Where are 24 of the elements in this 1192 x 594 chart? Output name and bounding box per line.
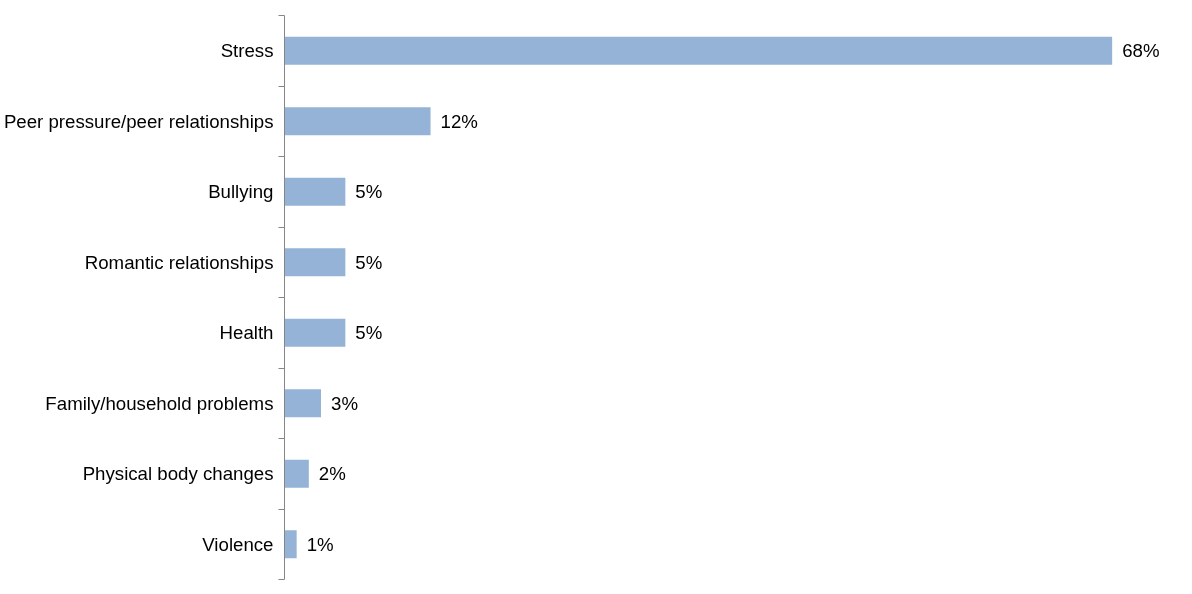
data-label: 1% <box>306 533 334 555</box>
y-tick-label: Violence <box>202 533 274 555</box>
bar <box>284 177 346 206</box>
data-label: 5% <box>355 322 383 344</box>
y-tick-label: Family/household problems <box>45 392 274 414</box>
bar <box>284 107 431 136</box>
data-label: 3% <box>331 392 358 414</box>
data-label: 68% <box>1122 40 1160 62</box>
y-tick-label: Bullying <box>208 181 274 203</box>
data-label: 2% <box>318 463 346 485</box>
bar <box>284 530 297 559</box>
bar <box>284 318 346 347</box>
data-label: 5% <box>355 181 383 203</box>
data-label: 12% <box>440 110 478 132</box>
y-tick-label: Physical body changes <box>82 463 274 485</box>
bar <box>284 389 322 418</box>
y-tick-label: Peer pressure/peer relationships <box>3 110 274 132</box>
y-tick-label: Health <box>219 322 274 344</box>
data-label: 5% <box>355 251 383 273</box>
bar <box>284 459 309 488</box>
bar <box>284 36 1113 65</box>
y-tick-label: Stress <box>220 40 274 62</box>
bar <box>284 248 346 277</box>
y-tick-label: Romantic relationships <box>84 251 274 273</box>
